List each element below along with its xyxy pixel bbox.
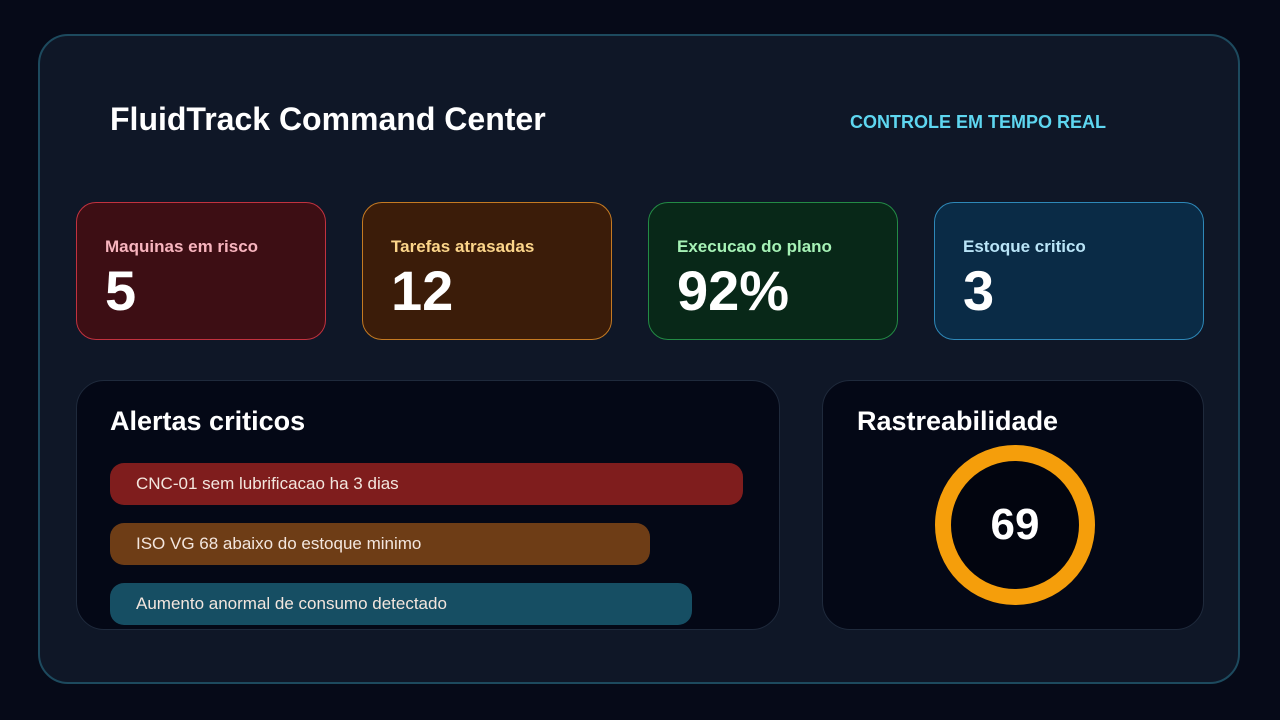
traceability-ring-gauge	[935, 445, 1095, 605]
kpi-card-machines-at-risk[interactable]: Maquinas em risco 5	[76, 202, 326, 340]
kpi-label: Tarefas atrasadas	[391, 237, 535, 256]
kpi-label: Execucao do plano	[677, 237, 832, 256]
realtime-status-label: CONTROLE EM TEMPO REAL	[850, 112, 1106, 132]
kpi-value: 92%	[677, 259, 790, 322]
kpi-value: 12	[391, 259, 454, 322]
kpi-card-critical-stock[interactable]: Estoque critico 3	[934, 202, 1204, 340]
kpi-card-plan-execution[interactable]: Execucao do plano 92%	[648, 202, 898, 340]
traceability-ring	[935, 445, 1095, 605]
alert-item-low-stock[interactable]: ISO VG 68 abaixo do estoque minimo	[110, 523, 650, 565]
traceability-title: Rastreabilidade	[857, 406, 1059, 436]
page-title: FluidTrack Command Center	[110, 101, 546, 137]
kpi-label: Estoque critico	[963, 237, 1086, 256]
kpi-card-overdue-tasks[interactable]: Tarefas atrasadas 12	[362, 202, 612, 340]
kpi-value: 5	[105, 259, 137, 322]
traceability-panel: Rastreabilidade 69	[822, 380, 1204, 630]
kpi-value: 3	[963, 259, 995, 322]
kpi-label: Maquinas em risco	[105, 237, 259, 256]
alert-item-abnormal-consumption[interactable]: Aumento anormal de consumo detectado	[110, 583, 692, 625]
critical-alerts-panel: Alertas criticos CNC-01 sem lubrificacao…	[76, 380, 780, 630]
alert-item-lubrication[interactable]: CNC-01 sem lubrificacao ha 3 dias	[110, 463, 743, 505]
traceability-value: 69	[990, 500, 1040, 549]
critical-alerts-title: Alertas criticos	[110, 406, 306, 436]
